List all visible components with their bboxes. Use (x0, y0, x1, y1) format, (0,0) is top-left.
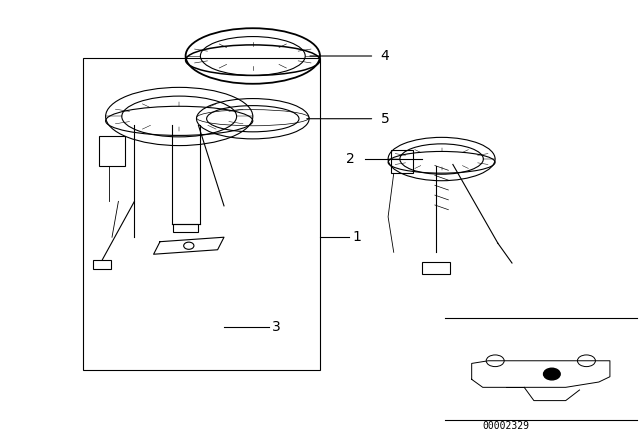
Text: 4: 4 (381, 49, 390, 63)
Text: 00002329: 00002329 (482, 421, 529, 431)
Bar (99, 136, 125, 166)
Bar (391, 150, 413, 173)
Bar (93, 260, 111, 269)
Circle shape (543, 368, 560, 380)
Text: 1: 1 (352, 230, 361, 245)
Bar (173, 224, 198, 232)
Bar (83, 58, 320, 370)
Text: 2: 2 (346, 152, 355, 166)
Text: 3: 3 (272, 320, 281, 334)
Bar (422, 262, 450, 274)
Text: 5: 5 (381, 112, 390, 126)
